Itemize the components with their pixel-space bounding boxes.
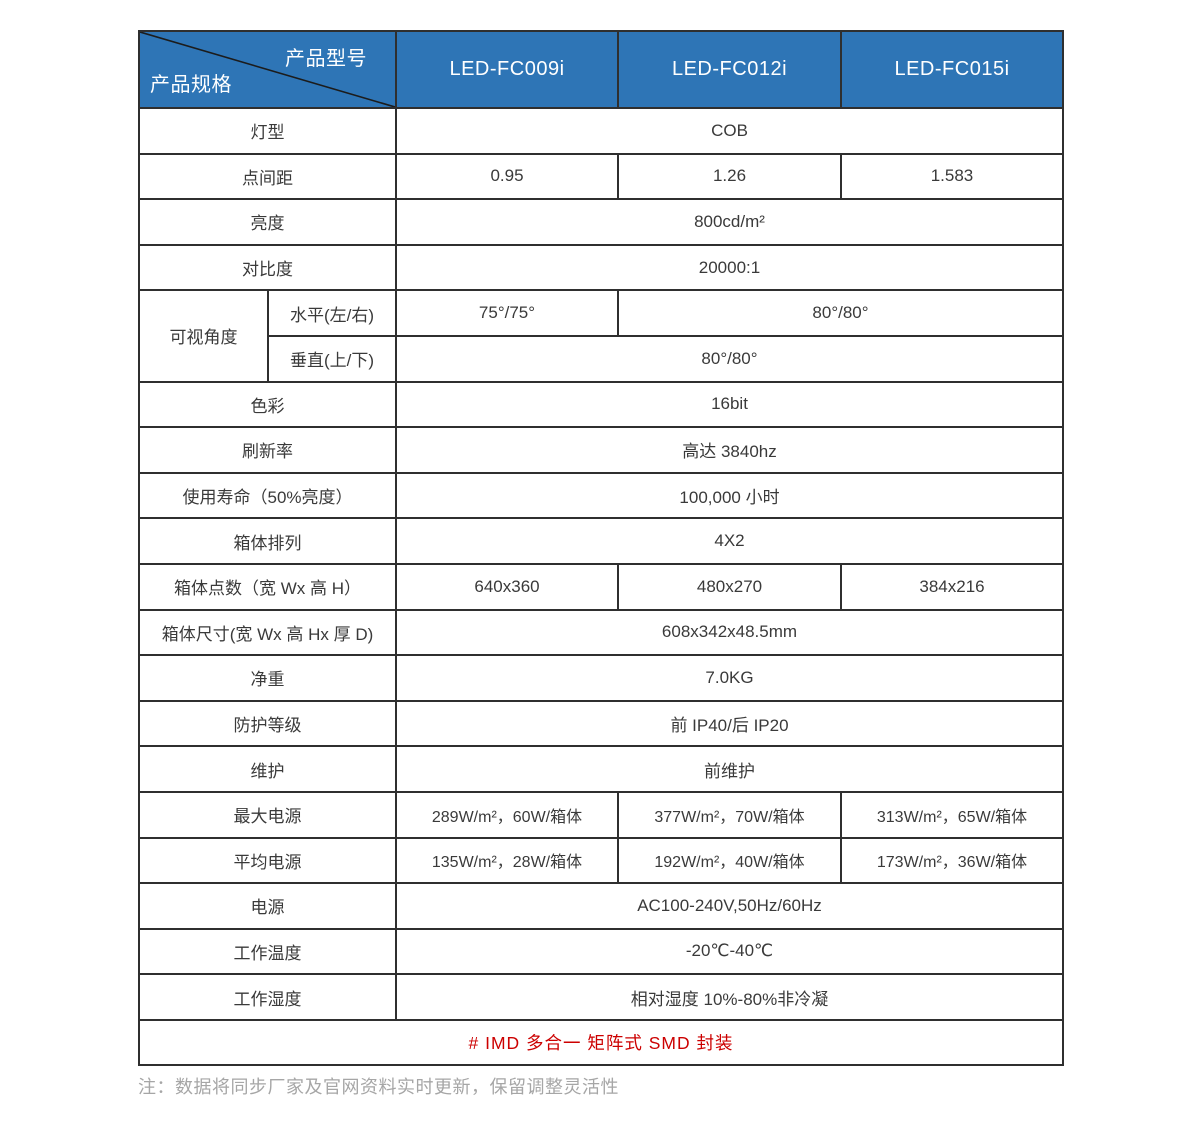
label-lamp-type: 灯型 <box>138 107 397 155</box>
table-header-row: 产品型号 产品规格 LED-FC009i LED-FC012i LED-FC01… <box>138 30 1064 109</box>
label-operating-temp: 工作温度 <box>138 927 397 976</box>
corner-label-product-spec: 产品规格 <box>150 74 232 96</box>
row-protection-rating: 防护等级 前 IP40/后 IP20 <box>138 699 1064 748</box>
row-color-depth: 色彩 16bit <box>138 380 1064 429</box>
label-cabinet-arrangement: 箱体排列 <box>138 517 397 565</box>
row-cabinet-arrangement: 箱体排列 4X2 <box>138 517 1064 565</box>
value-refresh-rate: 高达 3840hz <box>395 426 1064 474</box>
label-cabinet-pixels: 箱体点数（宽 Wx 高 H） <box>138 562 397 611</box>
value-brightness: 800cd/m² <box>395 198 1064 246</box>
value-max-power-fc009i: 289W/m²，60W/箱体 <box>395 790 619 839</box>
value-maintenance: 前维护 <box>395 745 1064 793</box>
value-cabinet-pixels-fc012i: 480x270 <box>617 562 842 611</box>
value-viewing-angle-vertical: 80°/80° <box>395 334 1064 383</box>
value-avg-power-fc012i: 192W/m²，40W/箱体 <box>617 836 842 885</box>
value-pixel-pitch-fc015i: 1.583 <box>840 152 1064 201</box>
row-net-weight: 净重 7.0KG <box>138 654 1064 702</box>
value-cabinet-pixels-fc015i: 384x216 <box>840 562 1064 611</box>
value-avg-power-fc009i: 135W/m²，28W/箱体 <box>395 836 619 885</box>
label-refresh-rate: 刷新率 <box>138 426 397 474</box>
label-protection-rating: 防护等级 <box>138 699 397 748</box>
label-lifespan: 使用寿命（50%亮度） <box>138 471 397 520</box>
label-net-weight: 净重 <box>138 654 397 702</box>
row-brightness: 亮度 800cd/m² <box>138 198 1064 246</box>
label-max-power: 最大电源 <box>138 790 397 839</box>
value-net-weight: 7.0KG <box>395 654 1064 702</box>
row-cabinet-size: 箱体尺寸(宽 Wx 高 Hx 厚 D) 608x342x48.5mm <box>138 608 1064 657</box>
label-viewing-angle: 可视角度 <box>138 289 269 383</box>
row-highlight: # IMD 多合一 矩阵式 SMD 封装 <box>138 1018 1064 1067</box>
label-viewing-angle-horizontal: 水平(左/右) <box>267 289 397 337</box>
row-operating-humidity: 工作湿度 相对湿度 10%-80%非冷凝 <box>138 973 1064 1021</box>
label-avg-power: 平均电源 <box>138 836 397 885</box>
diagonal-divider-line <box>140 32 395 107</box>
value-pixel-pitch-fc009i: 0.95 <box>395 152 619 201</box>
label-cabinet-size: 箱体尺寸(宽 Wx 高 Hx 厚 D) <box>138 608 397 657</box>
value-color-depth: 16bit <box>395 380 1064 429</box>
value-protection-rating: 前 IP40/后 IP20 <box>395 699 1064 748</box>
product-spec-table: 产品型号 产品规格 LED-FC009i LED-FC012i LED-FC01… <box>138 30 1064 1067</box>
label-power-supply: 电源 <box>138 882 397 930</box>
footnote-disclaimer: 注：数据将同步厂家及官网资料实时更新，保留调整灵活性 <box>138 1077 619 1097</box>
value-cabinet-size: 608x342x48.5mm <box>395 608 1064 657</box>
corner-header-cell: 产品型号 产品规格 <box>138 30 397 109</box>
value-lamp-type: COB <box>395 107 1064 155</box>
row-refresh-rate: 刷新率 高达 3840hz <box>138 426 1064 474</box>
label-brightness: 亮度 <box>138 198 397 246</box>
corner-label-product-model: 产品型号 <box>285 48 367 70</box>
value-cabinet-arrangement: 4X2 <box>395 517 1064 565</box>
value-operating-temp: -20℃-40℃ <box>395 927 1064 976</box>
label-viewing-angle-vertical: 垂直(上/下) <box>267 334 397 383</box>
row-viewing-angle-vertical: 垂直(上/下) 80°/80° <box>139 334 1064 383</box>
label-pixel-pitch: 点间距 <box>138 152 397 201</box>
column-header-model-fc009i: LED-FC009i <box>395 30 619 109</box>
value-operating-humidity: 相对湿度 10%-80%非冷凝 <box>395 973 1064 1021</box>
value-viewing-angle-horizontal-fc009i: 75°/75° <box>395 289 619 337</box>
row-lifespan: 使用寿命（50%亮度） 100,000 小时 <box>138 471 1064 520</box>
highlight-packaging-note: # IMD 多合一 矩阵式 SMD 封装 <box>138 1018 1064 1067</box>
row-operating-temp: 工作温度 -20℃-40℃ <box>138 927 1064 976</box>
value-lifespan: 100,000 小时 <box>395 471 1064 520</box>
row-avg-power: 平均电源 135W/m²，28W/箱体 192W/m²，40W/箱体 173W/… <box>138 836 1064 885</box>
row-cabinet-pixels: 箱体点数（宽 Wx 高 H） 640x360 480x270 384x216 <box>138 562 1064 611</box>
label-contrast: 对比度 <box>138 243 397 292</box>
value-contrast: 20000:1 <box>395 243 1064 292</box>
value-power-supply: AC100-240V,50Hz/60Hz <box>395 882 1064 930</box>
label-color-depth: 色彩 <box>138 380 397 429</box>
value-max-power-fc015i: 313W/m²，65W/箱体 <box>840 790 1064 839</box>
row-pixel-pitch: 点间距 0.95 1.26 1.583 <box>138 152 1064 201</box>
value-cabinet-pixels-fc009i: 640x360 <box>395 562 619 611</box>
value-viewing-angle-horizontal-rest: 80°/80° <box>617 289 1064 337</box>
column-header-model-fc015i: LED-FC015i <box>840 30 1064 109</box>
row-lamp-type: 灯型 COB <box>138 107 1064 155</box>
row-max-power: 最大电源 289W/m²，60W/箱体 377W/m²，70W/箱体 313W/… <box>138 790 1064 839</box>
row-contrast: 对比度 20000:1 <box>138 243 1064 292</box>
label-operating-humidity: 工作湿度 <box>138 973 397 1021</box>
row-maintenance: 维护 前维护 <box>138 745 1064 793</box>
value-max-power-fc012i: 377W/m²，70W/箱体 <box>617 790 842 839</box>
label-maintenance: 维护 <box>138 745 397 793</box>
value-avg-power-fc015i: 173W/m²，36W/箱体 <box>840 836 1064 885</box>
value-pixel-pitch-fc012i: 1.26 <box>617 152 842 201</box>
row-viewing-angle-horizontal: 可视角度 水平(左/右) 75°/75° 80°/80° <box>138 289 1064 383</box>
row-power-supply: 电源 AC100-240V,50Hz/60Hz <box>138 882 1064 930</box>
column-header-model-fc012i: LED-FC012i <box>617 30 842 109</box>
